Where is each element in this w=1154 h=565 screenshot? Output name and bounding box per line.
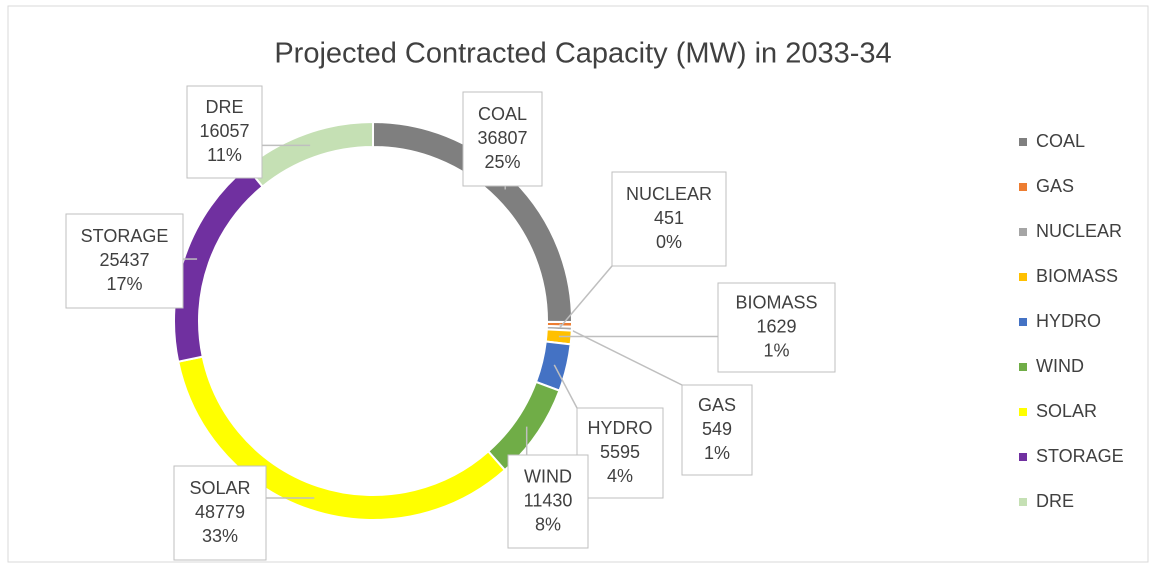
legend-marker bbox=[1019, 318, 1027, 326]
leader-line bbox=[559, 323, 683, 386]
chart-border bbox=[7, 5, 1149, 563]
donut-slice bbox=[173, 165, 264, 363]
data-label-percent: 1% bbox=[763, 340, 789, 360]
legend-marker bbox=[1019, 273, 1027, 281]
data-label-name: BIOMASS bbox=[735, 292, 817, 312]
data-label-name: COAL bbox=[478, 104, 527, 124]
data-label-name: NUCLEAR bbox=[626, 184, 712, 204]
label-box bbox=[717, 282, 836, 373]
label-box bbox=[65, 213, 184, 309]
leader-line bbox=[553, 364, 578, 409]
legend-marker bbox=[1019, 363, 1027, 371]
data-label-percent: 17% bbox=[106, 274, 142, 294]
data-label-value: 549 bbox=[702, 419, 732, 439]
data-label-name: GAS bbox=[698, 395, 736, 415]
data-label-value: 451 bbox=[654, 208, 684, 228]
data-label-name: DRE bbox=[205, 97, 243, 117]
data-label-name: SOLAR bbox=[189, 478, 250, 498]
legend-label: HYDRO bbox=[1036, 311, 1101, 331]
legend-label: STORAGE bbox=[1036, 446, 1124, 466]
data-label-value: 1629 bbox=[756, 316, 796, 336]
data-label-value: 5595 bbox=[600, 442, 640, 462]
legend-marker bbox=[1019, 138, 1027, 146]
legend-marker bbox=[1019, 408, 1027, 416]
legend-label: SOLAR bbox=[1036, 401, 1097, 421]
legend-marker bbox=[1019, 498, 1027, 506]
data-label-percent: 33% bbox=[202, 526, 238, 546]
legend-marker bbox=[1019, 453, 1027, 461]
data-label-percent: 11% bbox=[207, 145, 242, 165]
label-box bbox=[507, 454, 589, 549]
label-box bbox=[186, 85, 263, 179]
label-box bbox=[462, 91, 543, 187]
legend-label: NUCLEAR bbox=[1036, 221, 1122, 241]
label-box bbox=[576, 407, 664, 499]
data-label-value: 16057 bbox=[199, 121, 249, 141]
data-label-percent: 4% bbox=[607, 466, 633, 486]
legend-label: DRE bbox=[1036, 491, 1074, 511]
leader-line bbox=[558, 265, 613, 329]
legend-label: BIOMASS bbox=[1036, 266, 1118, 286]
legend-label: WIND bbox=[1036, 356, 1084, 376]
data-label-percent: 1% bbox=[704, 443, 730, 463]
label-box bbox=[173, 465, 267, 561]
data-label-value: 48779 bbox=[195, 502, 245, 522]
data-label-name: WIND bbox=[524, 466, 572, 486]
data-label-percent: 8% bbox=[535, 514, 561, 534]
data-label-value: 36807 bbox=[477, 128, 527, 148]
legend-marker bbox=[1019, 228, 1027, 236]
data-label-percent: 0% bbox=[656, 232, 682, 252]
donut-slice bbox=[245, 120, 374, 188]
legend-marker bbox=[1019, 183, 1027, 191]
label-box bbox=[611, 171, 727, 267]
data-label-name: HYDRO bbox=[587, 418, 652, 438]
data-label-name: STORAGE bbox=[81, 226, 169, 246]
label-box bbox=[681, 384, 753, 476]
chart-title: Projected Contracted Capacity (MW) in 20… bbox=[274, 38, 891, 70]
legend-label: GAS bbox=[1036, 176, 1074, 196]
data-label-value: 25437 bbox=[99, 250, 149, 270]
data-label-value: 11430 bbox=[524, 490, 573, 510]
data-label-percent: 25% bbox=[484, 152, 520, 172]
legend-label: COAL bbox=[1036, 131, 1085, 151]
